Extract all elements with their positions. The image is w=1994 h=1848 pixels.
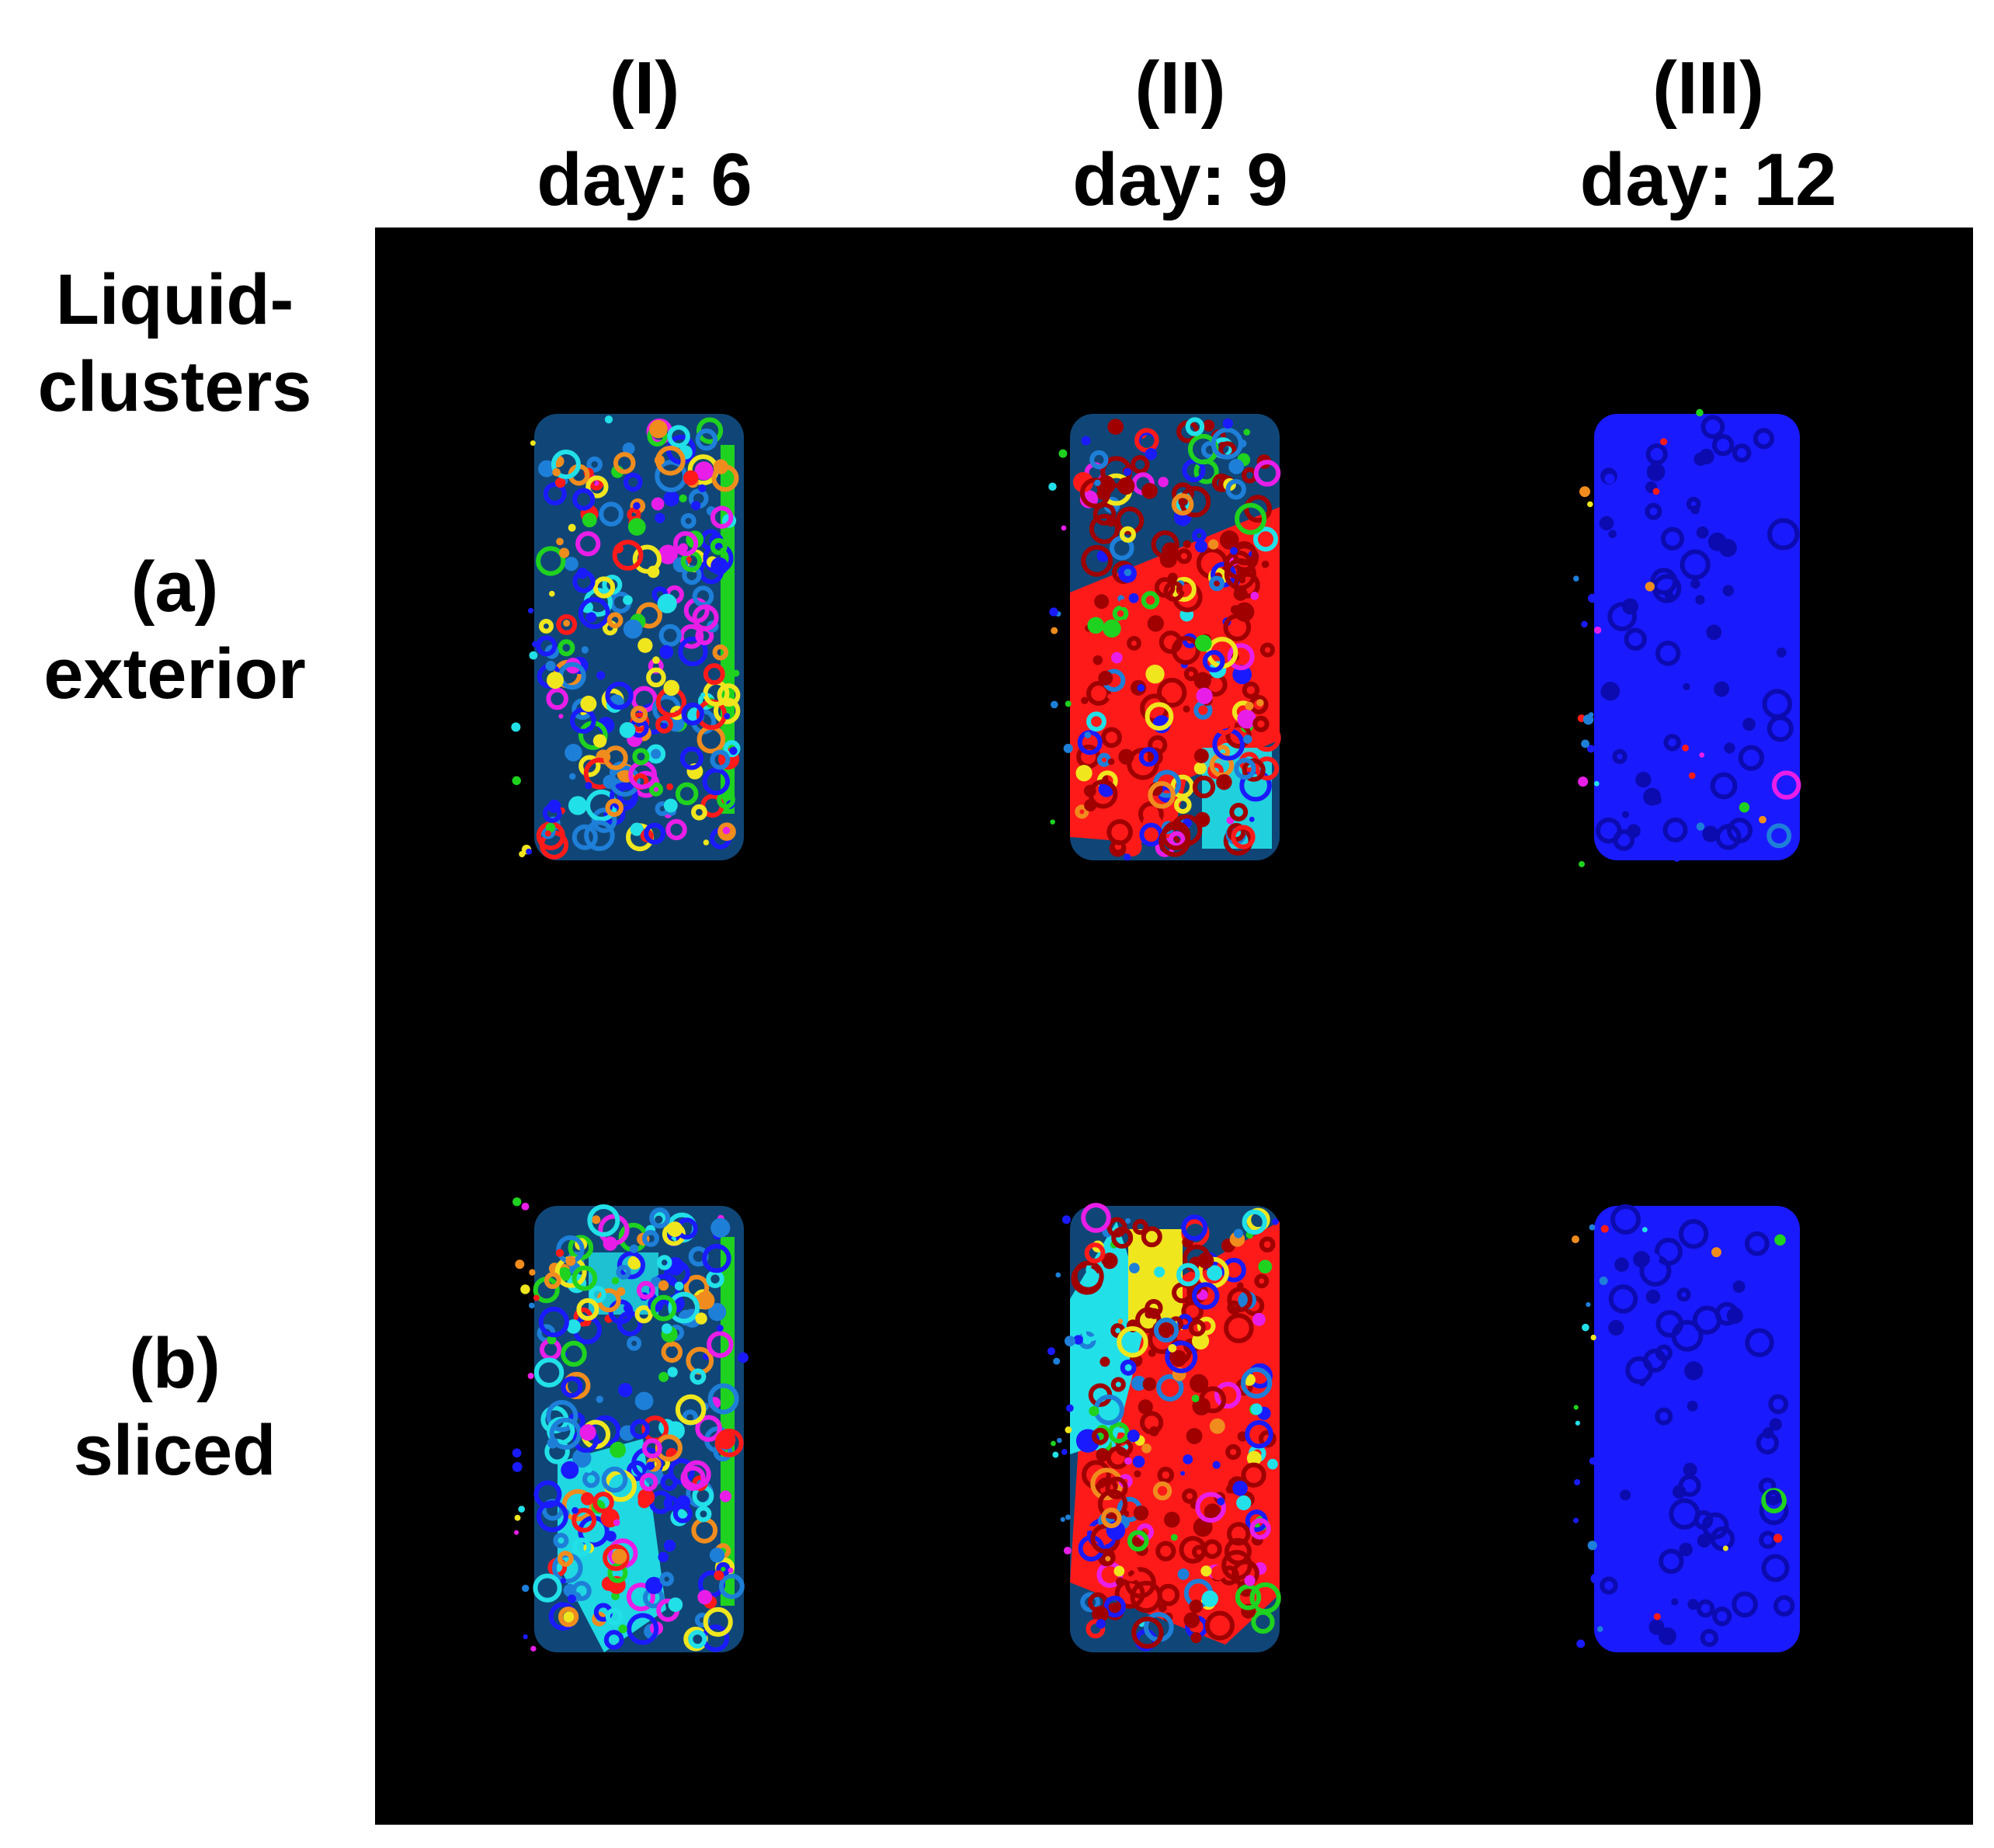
row-letter: (b) — [129, 1324, 221, 1403]
cylinder-day9-exterior — [1048, 414, 1281, 861]
row-label-sliced: (b) sliced — [0, 1320, 349, 1494]
row-name: sliced — [73, 1411, 276, 1490]
row-name: exterior — [43, 634, 306, 714]
column-roman-numeral: (I) — [609, 47, 680, 130]
row-letter: (a) — [130, 547, 219, 627]
cylinder-day9-sliced — [1047, 1203, 1281, 1652]
cylinder-day12-exterior — [1573, 408, 1801, 867]
column-header-day-12: (III) day: 12 — [1475, 43, 1941, 226]
cylinder-day12-sliced — [1572, 1204, 1800, 1652]
liquid-clusters-label: Liquid- clusters — [0, 256, 349, 430]
render-panel — [375, 228, 1973, 1825]
cylinder-day6-sliced — [512, 1197, 749, 1652]
cluster-renderings — [511, 408, 1801, 1652]
column-header-day-6: (I) day: 6 — [412, 43, 877, 226]
column-day-label: day: 6 — [537, 138, 752, 221]
cylinder-day6-exterior — [511, 414, 744, 860]
label-line: clusters — [37, 347, 312, 426]
row-label-exterior: (a) exterior — [0, 544, 349, 717]
column-header-day-9: (II) day: 9 — [947, 43, 1413, 226]
column-roman-numeral: (III) — [1652, 47, 1764, 130]
column-roman-numeral: (II) — [1134, 47, 1226, 130]
column-day-label: day: 9 — [1072, 138, 1288, 221]
column-day-label: day: 12 — [1579, 138, 1837, 221]
label-line: Liquid- — [55, 260, 294, 339]
